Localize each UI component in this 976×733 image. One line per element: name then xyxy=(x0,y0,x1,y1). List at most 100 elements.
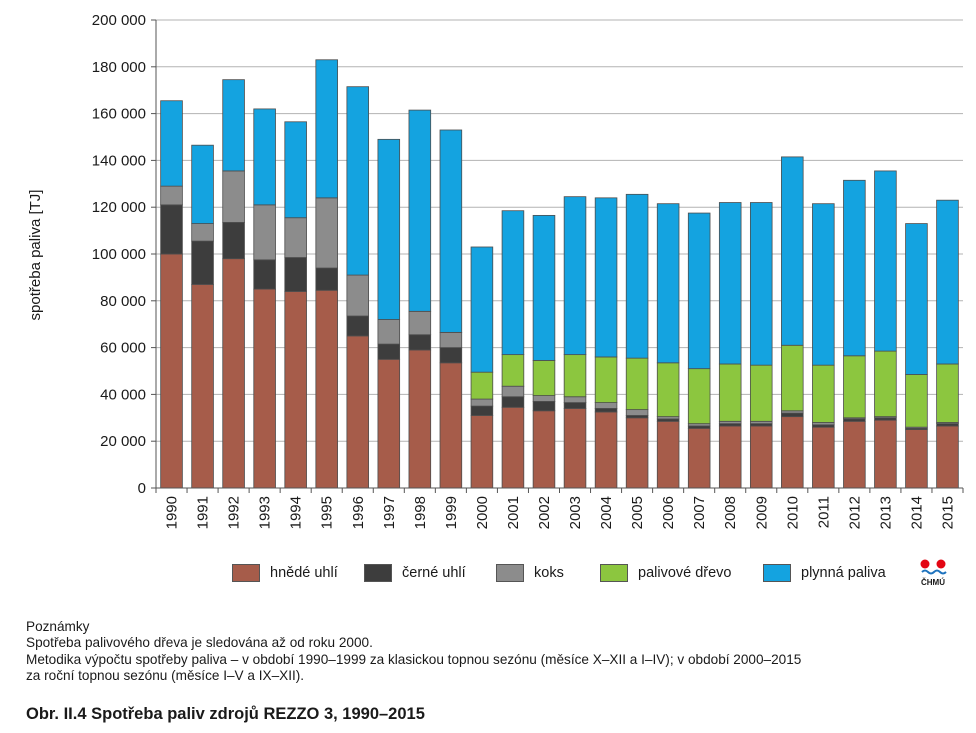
bar-segment xyxy=(563,402,587,409)
x-tick-label: 2006 xyxy=(660,496,677,529)
legend: hnědé uhlí černé uhlí koks palivové dřev… xyxy=(0,560,976,590)
bar-segment xyxy=(315,267,338,291)
axes xyxy=(155,20,964,493)
bar-segment xyxy=(346,274,370,317)
bar-segment xyxy=(874,350,897,418)
notes-heading: Poznámky xyxy=(26,619,90,634)
x-tick-label: 2009 xyxy=(753,496,770,529)
figure-caption: Obr. II.4 Spotřeba paliv zdrojů REZZO 3,… xyxy=(26,705,425,723)
bar-segment xyxy=(718,363,742,422)
y-tick-label: 140 000 xyxy=(92,152,146,169)
y-axis-label: spotřeba paliva [TJ] xyxy=(27,190,44,321)
bar-segment xyxy=(625,409,649,416)
x-tick-label: 1997 xyxy=(381,496,398,529)
bar-segment xyxy=(408,334,432,351)
bar-segment xyxy=(501,396,525,408)
x-tick-label: 2015 xyxy=(939,496,956,529)
x-tick-label: 2014 xyxy=(908,496,925,529)
x-tick-label: 1999 xyxy=(443,496,460,529)
notes: Poznámky Spotřeba palivového dřeva je sl… xyxy=(26,619,966,684)
bar-segment xyxy=(160,100,183,187)
bar-segment xyxy=(594,408,618,413)
bar-segment xyxy=(191,223,214,242)
bar-segment xyxy=(470,398,494,407)
x-tick-label: 1995 xyxy=(319,496,336,529)
bar-segment xyxy=(470,405,494,416)
bar-segment xyxy=(253,288,276,489)
bar-segment xyxy=(470,415,494,489)
bar-segment xyxy=(253,259,276,290)
bar-segment xyxy=(749,202,773,366)
bar-segment xyxy=(408,349,432,489)
bar-segment xyxy=(625,357,649,411)
x-tick-label: 1994 xyxy=(288,496,305,529)
bar-segment xyxy=(222,222,245,260)
bar-segment xyxy=(874,170,897,352)
bar-segment xyxy=(936,199,959,365)
bar-segment xyxy=(470,246,494,373)
y-tick-label: 100 000 xyxy=(92,246,146,263)
bar-segment xyxy=(781,156,804,346)
bars xyxy=(160,59,959,489)
bar-segment xyxy=(625,193,649,359)
bar-segment xyxy=(253,108,276,206)
bar-segment xyxy=(532,401,556,412)
y-tick-label: 80 000 xyxy=(100,293,146,310)
y-tick-label: 0 xyxy=(138,480,146,497)
bar-segment xyxy=(812,364,835,423)
y-tick-label: 180 000 xyxy=(92,59,146,76)
bar-segment xyxy=(377,319,401,345)
x-tick-label: 1998 xyxy=(412,496,429,529)
bar-segment xyxy=(222,79,245,172)
x-tick-label: 1996 xyxy=(350,496,367,529)
bar-segment xyxy=(346,315,370,337)
bar-segment xyxy=(346,335,370,489)
x-tick-label: 2000 xyxy=(474,496,491,529)
bar-segment xyxy=(594,411,618,489)
bar-segment xyxy=(315,197,338,269)
svg-text:ČHMÚ: ČHMÚ xyxy=(921,578,945,587)
bar-segment xyxy=(532,214,556,361)
legend-label: hnědé uhlí xyxy=(270,565,338,581)
x-tick-label: 2007 xyxy=(691,496,708,529)
bar-segment xyxy=(315,289,338,489)
bar-segment xyxy=(563,408,587,489)
bar-segment xyxy=(563,396,587,403)
y-tick-label: 60 000 xyxy=(100,340,146,357)
notes-line: za roční topnou sezónu (měsíce I–V a IX–… xyxy=(26,667,305,683)
bar-segment xyxy=(718,202,742,365)
legend-swatch xyxy=(364,564,392,582)
bar-segment xyxy=(781,344,804,412)
bar-segment xyxy=(594,402,618,409)
bar-segment xyxy=(905,223,928,375)
notes-line: Spotřeba palivového dřeva je sledována a… xyxy=(26,635,373,651)
bar-segment xyxy=(284,257,307,292)
bar-segment xyxy=(501,385,525,398)
bar-segment xyxy=(905,429,928,489)
bar-segment xyxy=(408,109,432,312)
bar-segment xyxy=(470,371,494,400)
legend-swatch xyxy=(763,564,791,582)
x-tick-label: 2002 xyxy=(536,496,553,529)
legend-swatch xyxy=(496,564,524,582)
y-tick-label: 120 000 xyxy=(92,199,146,216)
bar-segment xyxy=(439,129,463,333)
legend-label: koks xyxy=(534,565,564,581)
bar-segment xyxy=(656,203,680,364)
bar-segment xyxy=(749,425,773,489)
bar-segment xyxy=(781,412,804,418)
y-tick-label: 40 000 xyxy=(100,386,146,403)
x-tick-label: 2011 xyxy=(815,496,832,528)
bar-segment xyxy=(656,420,680,489)
bar-segment xyxy=(594,356,618,403)
bar-segment xyxy=(625,417,649,489)
bar-segment xyxy=(377,138,401,320)
bar-segment xyxy=(439,347,463,364)
bar-segment xyxy=(439,362,463,489)
y-tick-label: 20 000 xyxy=(100,433,146,450)
x-tick-label: 2010 xyxy=(784,496,801,529)
legend-label: palivové dřevo xyxy=(638,565,732,581)
bar-segment xyxy=(222,170,245,223)
bar-segment xyxy=(191,144,214,224)
bar-segment xyxy=(284,217,307,258)
